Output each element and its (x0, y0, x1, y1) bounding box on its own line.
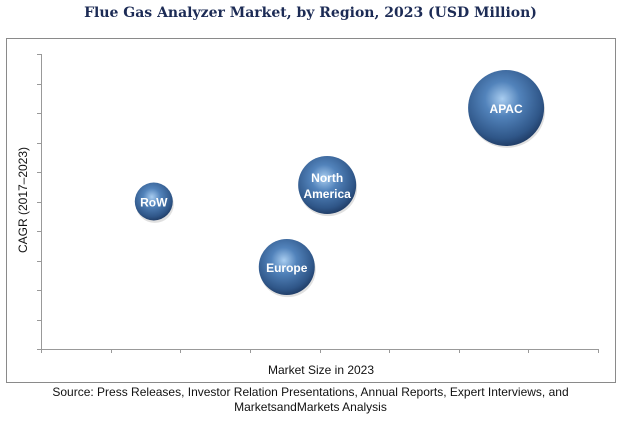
bubble-mark (134, 182, 173, 221)
bubble-north-america: North America (298, 155, 358, 217)
y-axis-label: CAGR (2017–2023) (16, 147, 30, 253)
bubble-label: APAC (490, 102, 523, 116)
bubble-label: America (303, 187, 351, 201)
bubble-apac: APAC (468, 69, 546, 148)
bubble-mark (468, 69, 545, 146)
chart-frame (6, 38, 616, 383)
bubble-row: RoW (134, 182, 174, 223)
bubble-mark (258, 238, 315, 295)
source-note: Source: Press Releases, Investor Relatio… (52, 385, 569, 414)
x-axis-label: Market Size in 2023 (268, 363, 374, 377)
bubble-label: North (311, 171, 343, 185)
bubble-europe: Europe (258, 238, 316, 298)
bubble-label: Europe (266, 261, 308, 275)
bubble-mark (298, 155, 357, 214)
chart-title: Flue Gas Analyzer Market, by Region, 202… (84, 5, 537, 21)
bubble-label: RoW (140, 196, 168, 210)
